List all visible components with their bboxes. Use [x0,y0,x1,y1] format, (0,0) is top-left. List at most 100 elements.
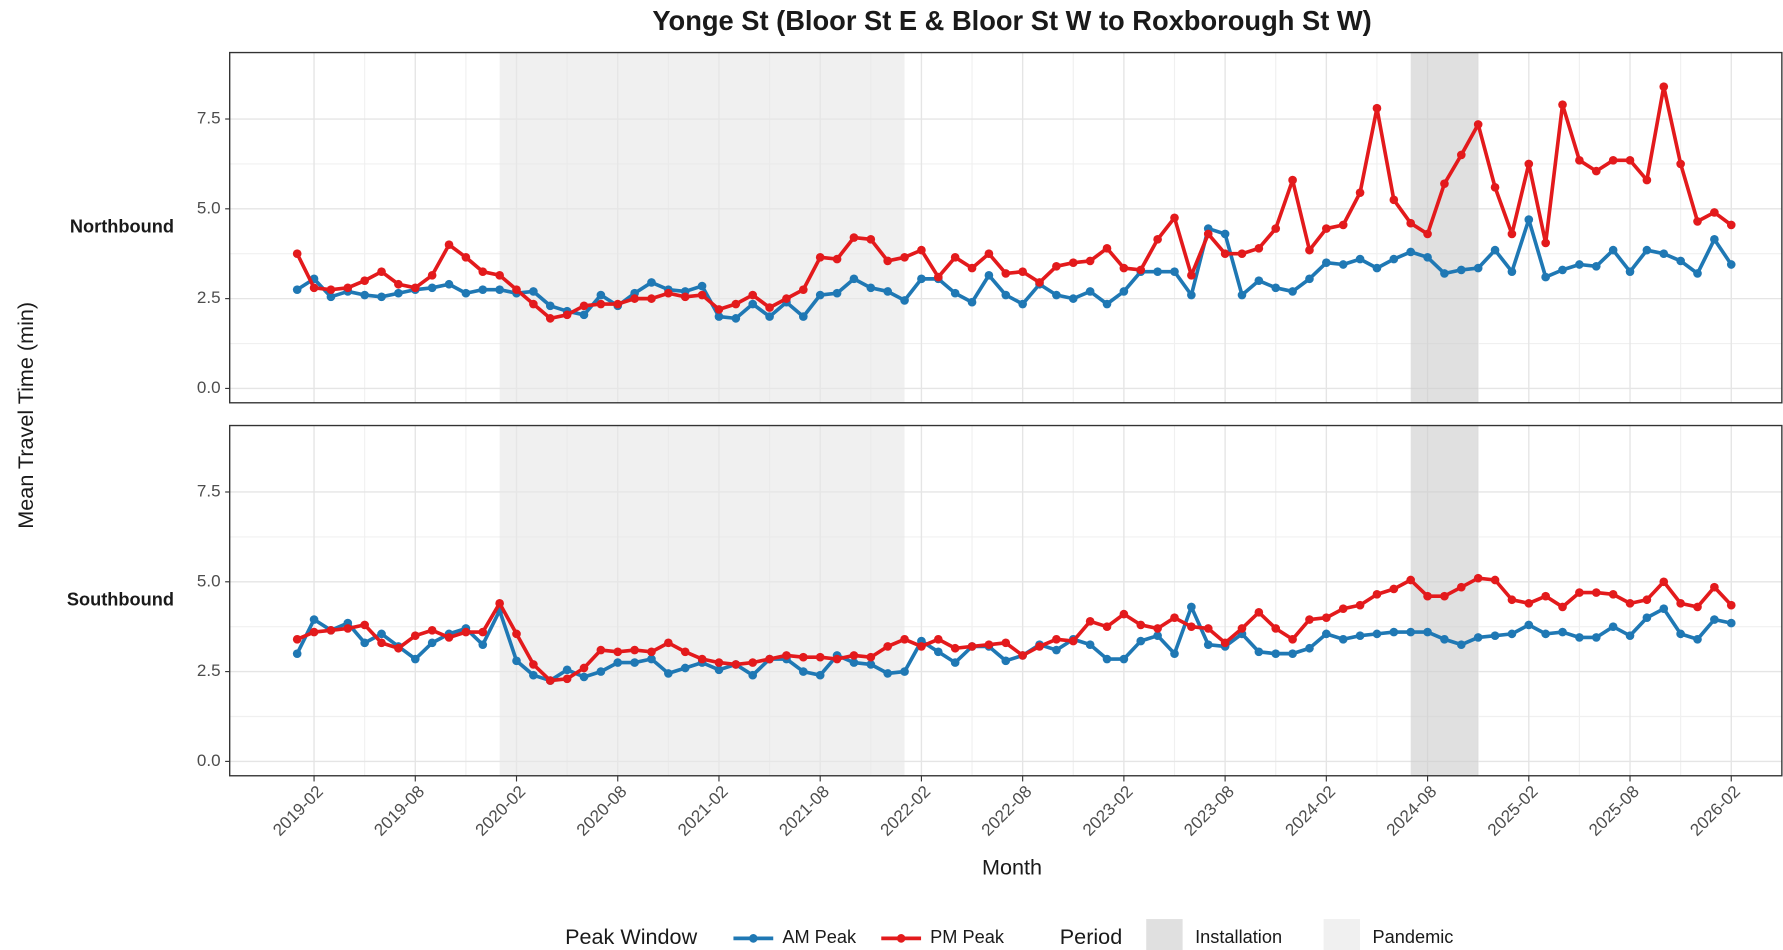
data-point [1507,229,1517,239]
data-point [1187,290,1196,300]
data-point [1625,156,1635,165]
data-point [630,658,639,667]
data-point [1119,287,1129,296]
data-point [832,288,842,298]
data-point [1456,582,1466,592]
data-point [765,312,774,321]
data-point [1001,638,1011,648]
data-point [529,299,538,309]
data-point [1119,263,1129,273]
data-point [1001,656,1011,666]
data-point [1203,229,1213,239]
data-point [1558,602,1567,612]
legend-swatch [1146,919,1183,950]
y-tick-label: 2.5 [197,661,221,680]
data-point [799,667,808,676]
data-point [900,296,909,305]
data-point [849,651,859,660]
data-point [1591,261,1601,271]
data-point [1052,645,1061,655]
data-point [427,270,437,280]
data-point [292,285,302,294]
data-point [596,645,606,655]
data-point [1440,634,1449,644]
data-point [326,292,336,302]
data-point [309,627,319,637]
data-point [360,276,369,285]
data-point [815,252,825,262]
data-point [1575,260,1584,269]
data-point [1406,218,1416,228]
data-point [1591,588,1601,597]
y-tick-label: 0.0 [197,378,221,397]
data-point [1136,636,1146,646]
data-point [1642,595,1652,605]
data-point [1456,265,1466,275]
data-point [1490,575,1500,585]
data-point [984,270,994,280]
data-point [1271,649,1281,658]
data-point [545,676,555,685]
data-point [1085,256,1095,266]
data-point [883,642,893,651]
data-point [647,294,656,303]
data-point [1389,195,1399,205]
data-point [309,283,319,293]
data-point [512,656,521,666]
legend-label: Pandemic [1373,927,1454,947]
data-point [984,640,994,649]
data-point [1473,573,1483,583]
data-point [1237,249,1247,259]
data-point [1507,267,1517,277]
data-point [1288,634,1297,644]
data-point [1305,245,1314,255]
data-point [427,283,437,293]
panel-background [229,52,1782,403]
data-point [1187,602,1196,612]
data-point [613,647,623,657]
data-point [900,634,909,644]
data-point [1085,616,1095,626]
data-point [917,274,926,284]
data-point [529,287,538,296]
facet-label: Northbound [70,216,174,236]
data-point [1507,629,1517,639]
data-point [461,252,471,262]
x-axis-title: Month [982,855,1042,880]
data-point [1355,600,1365,610]
data-point [748,290,758,300]
data-point [1710,235,1719,244]
data-point [1102,299,1112,309]
data-point [1541,591,1550,601]
data-point [1170,649,1179,658]
data-point [1052,290,1061,300]
data-point [765,654,774,664]
data-point [596,299,606,309]
data-point [1406,575,1416,585]
data-point [1170,613,1179,623]
data-point [630,294,639,303]
data-point [967,297,977,307]
panel-border [229,51,1783,404]
data-point [1389,627,1399,637]
data-point [410,283,420,293]
data-point [630,645,639,655]
data-point [1085,287,1095,296]
data-point [900,252,909,262]
data-point [1440,269,1449,278]
data-point [1271,224,1281,233]
data-point [1440,179,1449,188]
data-point [1068,258,1078,268]
data-point [1068,294,1078,303]
data-point [866,652,876,662]
data-point [664,669,673,678]
y-tick-label: 5.0 [197,198,221,217]
data-point [427,625,437,635]
data-point [1558,100,1567,109]
data-point [1659,82,1669,92]
data-point [545,301,555,311]
data-point [1558,265,1567,275]
data-point [731,299,741,309]
data-point [1338,634,1348,644]
